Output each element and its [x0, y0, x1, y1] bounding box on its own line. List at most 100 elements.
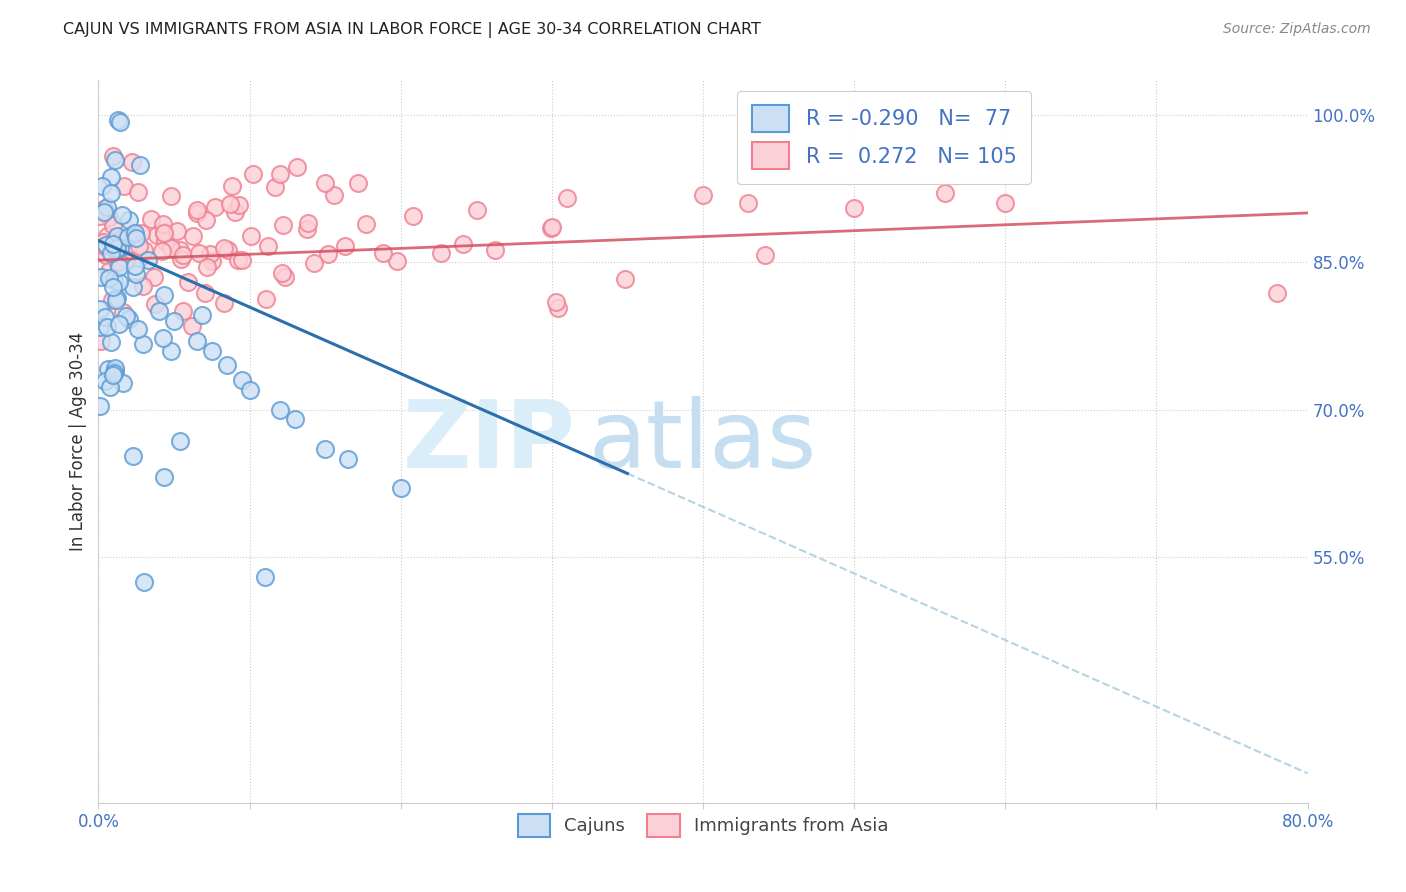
- Point: [152, 331, 174, 345]
- Point: [136, 253, 159, 268]
- Point: [253, 570, 276, 584]
- Point: [101, 293, 124, 307]
- Point: [124, 259, 146, 273]
- Point: [139, 211, 162, 226]
- Point: [127, 322, 149, 336]
- Point: [124, 226, 146, 240]
- Point: [316, 246, 339, 260]
- Point: [172, 304, 194, 318]
- Point: [132, 244, 155, 258]
- Point: [269, 402, 291, 417]
- Point: [169, 243, 191, 257]
- Point: [172, 248, 194, 262]
- Point: [994, 196, 1017, 211]
- Point: [228, 252, 250, 267]
- Point: [118, 311, 141, 326]
- Point: [153, 287, 176, 301]
- Point: [94, 248, 117, 262]
- Point: [104, 364, 127, 378]
- Point: [96, 228, 118, 243]
- Point: [1379, 114, 1402, 128]
- Point: [212, 295, 235, 310]
- Point: [844, 201, 866, 215]
- Point: [93, 239, 115, 253]
- Point: [90, 334, 112, 348]
- Point: [91, 179, 114, 194]
- Point: [314, 177, 336, 191]
- Point: [194, 285, 217, 300]
- Point: [166, 224, 188, 238]
- Point: [101, 280, 124, 294]
- Point: [146, 228, 169, 243]
- Point: [160, 343, 183, 358]
- Point: [143, 270, 166, 285]
- Point: [212, 241, 235, 255]
- Point: [97, 362, 120, 376]
- Point: [100, 245, 122, 260]
- Point: [228, 197, 250, 211]
- Point: [555, 191, 578, 205]
- Text: Source: ZipAtlas.com: Source: ZipAtlas.com: [1223, 22, 1371, 37]
- Point: [105, 229, 128, 244]
- Point: [231, 373, 253, 387]
- Point: [269, 167, 291, 181]
- Point: [112, 376, 135, 390]
- Point: [264, 180, 287, 194]
- Point: [96, 200, 118, 214]
- Point: [402, 209, 425, 223]
- Point: [451, 236, 474, 251]
- Point: [93, 202, 115, 216]
- Point: [201, 253, 224, 268]
- Point: [186, 202, 208, 217]
- Point: [114, 309, 136, 323]
- Point: [127, 185, 149, 199]
- Point: [104, 360, 127, 375]
- Point: [285, 160, 308, 174]
- Legend: Cajuns, Immigrants from Asia: Cajuns, Immigrants from Asia: [506, 803, 900, 848]
- Point: [108, 242, 131, 256]
- Point: [117, 213, 139, 227]
- Point: [371, 246, 394, 260]
- Point: [242, 167, 264, 181]
- Y-axis label: In Labor Force | Age 30-34: In Labor Force | Age 30-34: [69, 332, 87, 551]
- Point: [100, 186, 122, 200]
- Point: [613, 272, 636, 286]
- Point: [201, 343, 224, 358]
- Point: [152, 470, 174, 484]
- Point: [89, 209, 111, 223]
- Point: [240, 229, 263, 244]
- Point: [153, 226, 176, 240]
- Point: [541, 219, 564, 234]
- Point: [150, 244, 173, 258]
- Point: [302, 256, 325, 270]
- Point: [1402, 118, 1406, 132]
- Point: [754, 248, 776, 262]
- Point: [105, 241, 128, 255]
- Point: [100, 335, 122, 350]
- Point: [186, 334, 208, 348]
- Point: [273, 219, 295, 233]
- Point: [346, 176, 368, 190]
- Point: [98, 264, 121, 278]
- Point: [484, 243, 506, 257]
- Point: [271, 266, 294, 280]
- Point: [160, 241, 183, 255]
- Point: [163, 314, 186, 328]
- Point: [323, 188, 346, 202]
- Point: [544, 295, 567, 310]
- Point: [153, 225, 176, 239]
- Point: [121, 155, 143, 169]
- Point: [254, 292, 277, 306]
- Point: [93, 205, 115, 219]
- Point: [187, 246, 209, 260]
- Point: [122, 227, 145, 241]
- Point: [148, 304, 170, 318]
- Point: [274, 269, 297, 284]
- Point: [110, 208, 132, 222]
- Point: [125, 230, 148, 244]
- Point: [105, 293, 128, 307]
- Point: [100, 169, 122, 184]
- Point: [333, 239, 356, 253]
- Point: [89, 399, 111, 413]
- Point: [129, 226, 152, 240]
